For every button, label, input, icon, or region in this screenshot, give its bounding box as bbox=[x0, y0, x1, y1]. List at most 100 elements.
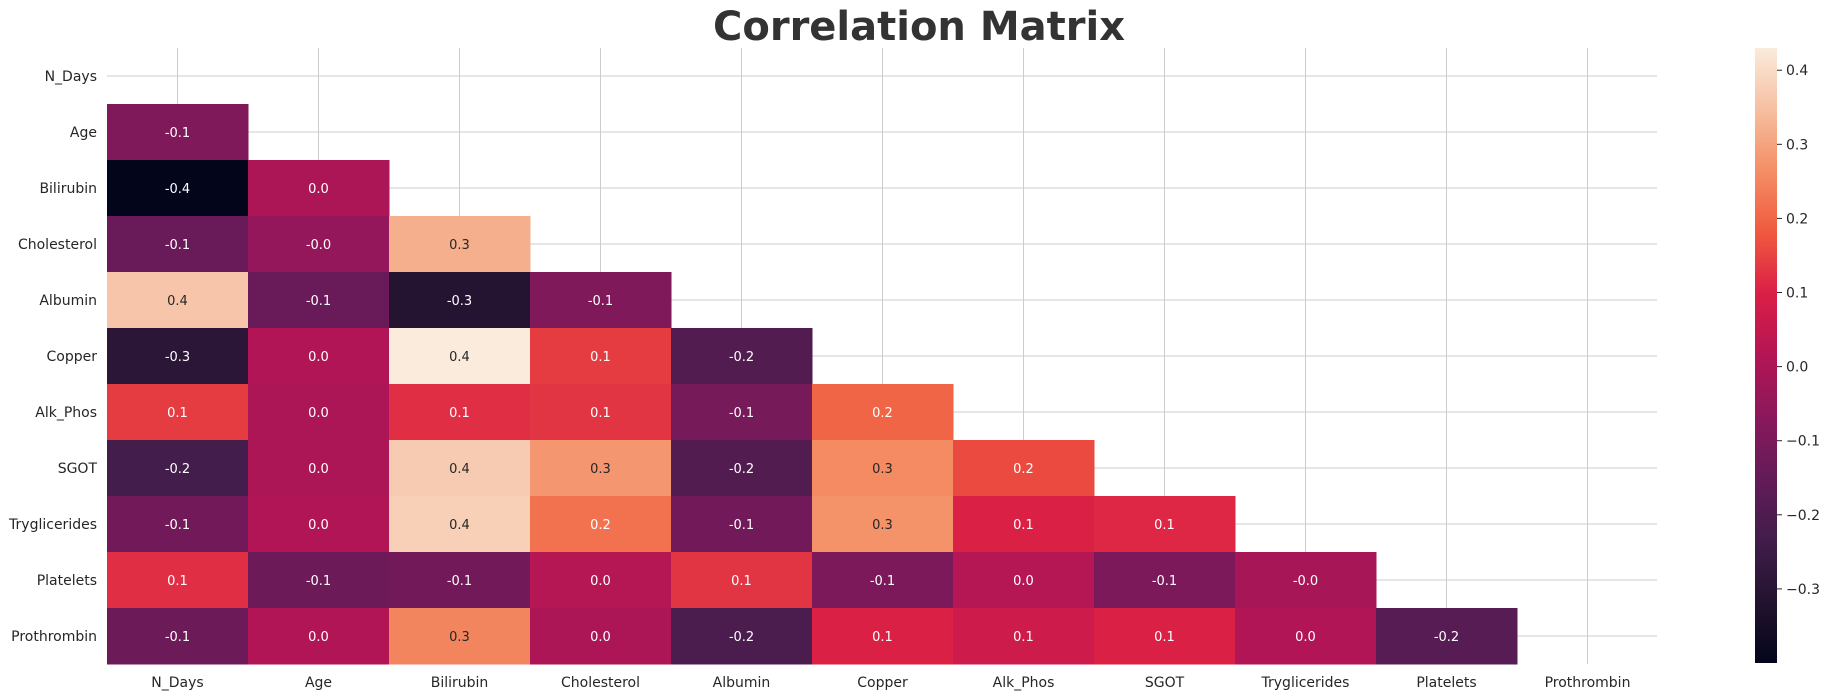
y-tick-label: Albumin bbox=[39, 293, 97, 309]
cell-annotation: 0.0 bbox=[308, 182, 329, 197]
cell-annotation: 0.1 bbox=[731, 574, 752, 589]
heatmap-cell-bilirubin-n_days bbox=[107, 160, 249, 217]
cell-annotation: -0.2 bbox=[165, 462, 190, 477]
heatmap-cell-prothrombin-cholesterol bbox=[530, 608, 672, 665]
x-tick-label: Copper bbox=[857, 675, 908, 691]
heatmap-cell-prothrombin-bilirubin bbox=[389, 608, 531, 665]
cell-annotation: 0.1 bbox=[167, 406, 188, 421]
heatmap-cell-sgot-albumin bbox=[671, 440, 813, 497]
cell-annotation: -0.2 bbox=[1434, 630, 1459, 645]
heatmap-cell-tryglicerides-n_days bbox=[107, 496, 249, 553]
y-tick-label: Tryglicerides bbox=[8, 517, 97, 533]
colorbar-ticks: −0.3 −0.2 −0.1 0.0 0.1 0.2 0.3 0.4 bbox=[1777, 63, 1820, 598]
cell-annotation: 0.1 bbox=[1154, 630, 1175, 645]
colorbar-tick-label: −0.3 bbox=[1786, 582, 1820, 598]
cell-annotation: 0.1 bbox=[167, 574, 188, 589]
cell-annotation: -0.1 bbox=[729, 406, 754, 421]
heatmap-cell-copper-n_days bbox=[107, 328, 249, 385]
cell-annotation: 0.0 bbox=[308, 518, 329, 533]
heatmap-cell-tryglicerides-age bbox=[248, 496, 390, 553]
heatmap-cell-prothrombin-copper bbox=[812, 608, 954, 665]
cell-annotation: 0.3 bbox=[449, 238, 470, 253]
heatmap-cell-tryglicerides-copper bbox=[812, 496, 954, 553]
heatmap-cell-sgot-cholesterol bbox=[530, 440, 672, 497]
x-tick-label: Albumin bbox=[713, 675, 771, 691]
heatmap-cell-albumin-age bbox=[248, 272, 390, 329]
y-tick-label: Platelets bbox=[37, 573, 97, 589]
heatmap-cell-platelets-alk_phos bbox=[953, 552, 1095, 609]
colorbar-tick-label: 0.2 bbox=[1786, 211, 1808, 227]
heatmap-cell-prothrombin-sgot bbox=[1094, 608, 1236, 665]
cell-annotation: -0.1 bbox=[165, 238, 190, 253]
heatmap-cell-cholesterol-bilirubin bbox=[389, 216, 531, 273]
cell-annotation: 0.4 bbox=[167, 294, 188, 309]
colorbar-tick-label: 0.0 bbox=[1786, 360, 1808, 376]
cell-annotation: 0.1 bbox=[1013, 630, 1034, 645]
cell-annotation: 0.0 bbox=[308, 350, 329, 365]
heatmap-cell-copper-albumin bbox=[671, 328, 813, 385]
heatmap-cell-platelets-n_days bbox=[107, 552, 249, 609]
cell-annotation: -0.1 bbox=[1152, 574, 1177, 589]
cell-annotation: 0.0 bbox=[308, 630, 329, 645]
cell-annotation: 0.0 bbox=[1013, 574, 1034, 589]
heatmap-cell-copper-cholesterol bbox=[530, 328, 672, 385]
heatmap-cell-alk_phos-bilirubin bbox=[389, 384, 531, 441]
y-tick-label: Prothrombin bbox=[11, 629, 97, 645]
heatmap-cell-platelets-cholesterol bbox=[530, 552, 672, 609]
colorbar-tick-label: −0.1 bbox=[1786, 434, 1820, 450]
cell-annotation: -0.1 bbox=[870, 574, 895, 589]
heatmap-cell-tryglicerides-sgot bbox=[1094, 496, 1236, 553]
heatmap-cell-alk_phos-albumin bbox=[671, 384, 813, 441]
cell-annotation: -0.1 bbox=[447, 574, 472, 589]
x-tick-label: Bilirubin bbox=[431, 675, 489, 691]
x-tick-label: Tryglicerides bbox=[1261, 675, 1350, 691]
heatmap-cell-alk_phos-copper bbox=[812, 384, 954, 441]
heatmap-cell-albumin-cholesterol bbox=[530, 272, 672, 329]
cell-annotation: 0.2 bbox=[872, 406, 893, 421]
x-tick-label: Platelets bbox=[1416, 675, 1476, 691]
x-tick-label: SGOT bbox=[1145, 675, 1185, 691]
x-tick-label: N_Days bbox=[151, 675, 203, 691]
cell-annotation: 0.1 bbox=[590, 406, 611, 421]
heatmap-cell-prothrombin-alk_phos bbox=[953, 608, 1095, 665]
y-tick-label: Bilirubin bbox=[39, 181, 97, 197]
heatmap-cell-prothrombin-platelets bbox=[1376, 608, 1518, 665]
cell-annotation: -0.1 bbox=[588, 294, 613, 309]
heatmap-cell-platelets-copper bbox=[812, 552, 954, 609]
heatmap-cell-tryglicerides-cholesterol bbox=[530, 496, 672, 553]
cell-annotation: -0.3 bbox=[447, 294, 472, 309]
heatmap-cell-sgot-copper bbox=[812, 440, 954, 497]
cell-annotation: 0.2 bbox=[1013, 462, 1034, 477]
heatmap-cell-cholesterol-age bbox=[248, 216, 390, 273]
cell-annotation: 0.2 bbox=[590, 518, 611, 533]
heatmap-cell-sgot-bilirubin bbox=[389, 440, 531, 497]
cell-annotation: -0.3 bbox=[165, 350, 190, 365]
cell-annotation: 0.0 bbox=[1295, 630, 1316, 645]
colorbar-tick-label: 0.3 bbox=[1786, 137, 1808, 153]
cell-annotation: 0.0 bbox=[590, 574, 611, 589]
heatmap-cell-tryglicerides-alk_phos bbox=[953, 496, 1095, 553]
cell-annotation: 0.1 bbox=[449, 406, 470, 421]
x-tick-label: Alk_Phos bbox=[993, 675, 1055, 691]
cell-annotation: -0.1 bbox=[729, 518, 754, 533]
x-tick-label: Cholesterol bbox=[561, 675, 640, 691]
cell-annotation: 0.3 bbox=[449, 630, 470, 645]
heatmap-cell-platelets-age bbox=[248, 552, 390, 609]
heatmap-cell-prothrombin-n_days bbox=[107, 608, 249, 665]
heatmap-cell-sgot-alk_phos bbox=[953, 440, 1095, 497]
colorbar-tick-label: 0.1 bbox=[1786, 286, 1808, 302]
colorbar bbox=[1755, 48, 1777, 663]
cell-annotation: -0.1 bbox=[165, 126, 190, 141]
x-tick-labels: N_Days Age Bilirubin Cholesterol Albumin Copp… bbox=[151, 675, 1630, 691]
heatmap-cell-platelets-bilirubin bbox=[389, 552, 531, 609]
heatmap-cell-alk_phos-cholesterol bbox=[530, 384, 672, 441]
heatmap-cell-prothrombin-age bbox=[248, 608, 390, 665]
cell-annotation: -0.4 bbox=[165, 182, 190, 197]
y-tick-label: Copper bbox=[47, 349, 98, 365]
cell-annotation: -0.2 bbox=[729, 462, 754, 477]
cell-annotation: 0.3 bbox=[590, 462, 611, 477]
colorbar-tick-label: 0.4 bbox=[1786, 63, 1808, 79]
cell-annotation: -0.1 bbox=[306, 574, 331, 589]
heatmap-cell-copper-age bbox=[248, 328, 390, 385]
